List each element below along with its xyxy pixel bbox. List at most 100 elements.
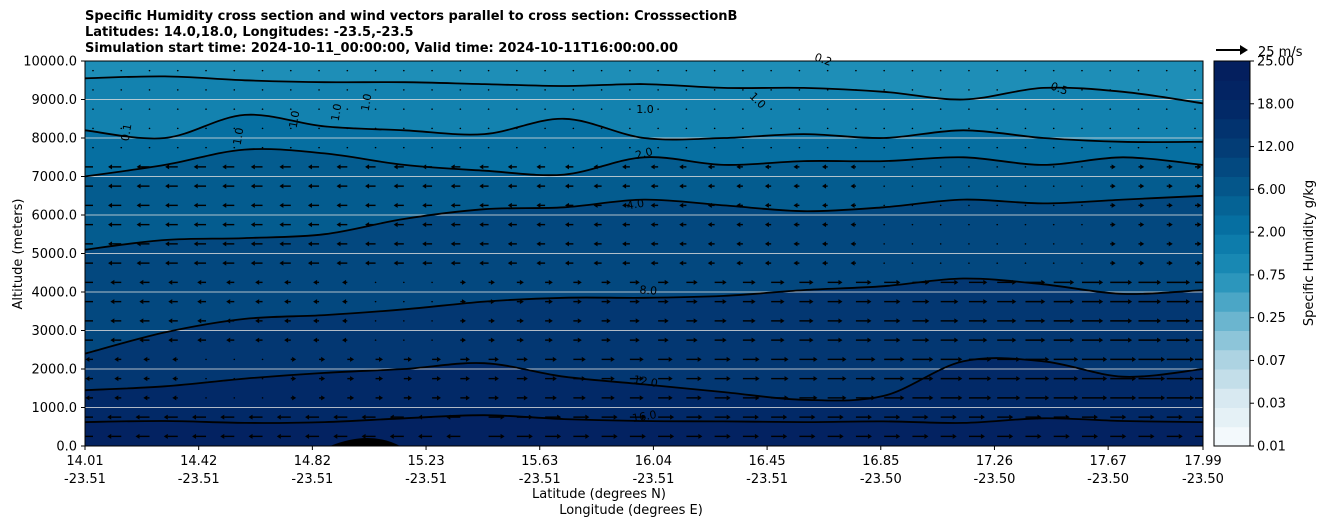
wind-vector-head <box>1197 164 1202 170</box>
wind-vector-head <box>610 356 615 362</box>
wind-vector-head <box>867 433 872 439</box>
contour-label: 0.1 <box>119 123 135 142</box>
wind-vector-head <box>925 337 930 343</box>
wind-vector-head <box>136 222 141 228</box>
wind-vector-head <box>722 318 727 324</box>
wind-vector-head <box>250 202 255 208</box>
wind-vector-head <box>393 164 398 170</box>
wind-vector-head <box>276 433 281 439</box>
wind-vector-head <box>639 395 644 401</box>
contour-label: 1.0 <box>359 93 375 112</box>
wind-vector <box>374 300 377 303</box>
wind-vector <box>1052 166 1055 168</box>
wind-vector-head <box>850 260 855 266</box>
wind-vector <box>233 69 236 72</box>
wind-vector-head <box>365 241 370 247</box>
wind-vector <box>459 127 462 130</box>
wind-vector-head <box>197 279 202 285</box>
wind-vector <box>1165 69 1168 72</box>
wind-vector <box>148 89 151 91</box>
wind-vector-head <box>751 318 756 324</box>
wind-vector-head <box>1111 222 1116 228</box>
wind-vector-head <box>650 222 655 228</box>
wind-vector-head <box>896 433 901 439</box>
wind-vector <box>205 89 207 91</box>
wind-vector-head <box>793 241 798 247</box>
wind-vector-head <box>165 202 170 208</box>
wind-vector-head <box>192 433 197 439</box>
wind-vector-head <box>1190 395 1195 401</box>
wind-vector-head <box>952 414 957 420</box>
wind-vector-head <box>1045 376 1050 382</box>
wind-vector-head <box>925 299 930 305</box>
wind-vector-head <box>1168 222 1173 228</box>
wind-vector-head <box>172 395 177 401</box>
wind-vector-head <box>664 318 669 324</box>
wind-vector-head <box>809 318 814 324</box>
wind-vector-head <box>793 183 798 189</box>
wind-vector-head <box>79 222 83 227</box>
wind-vector-head <box>248 433 253 439</box>
wind-vector <box>1024 204 1027 207</box>
x-tick-lon: -23.50 <box>1087 472 1129 487</box>
colorbar-tick-label: 0.03 <box>1257 397 1286 412</box>
wind-vector-head <box>465 395 470 401</box>
wind-vector-head <box>754 433 759 439</box>
wind-vector <box>685 146 688 149</box>
x-tick-lon: -23.51 <box>64 472 106 487</box>
wind-vector-head <box>507 183 512 189</box>
wind-vector <box>996 243 999 245</box>
wind-vector <box>92 89 94 91</box>
wind-vector-head <box>1186 337 1191 343</box>
wind-vector <box>713 146 716 149</box>
wind-vector-head <box>226 279 231 285</box>
wind-vector-head <box>365 260 370 266</box>
colorbar-level <box>1214 253 1250 274</box>
wind-vector-head <box>707 241 712 247</box>
wind-vector <box>968 204 970 207</box>
wind-vector-head <box>1197 183 1202 189</box>
wind-vector-head <box>1045 395 1050 401</box>
wind-vector-head <box>842 356 847 362</box>
wind-vector <box>487 69 490 72</box>
wind-vector-head <box>813 376 818 382</box>
wind-vector <box>968 243 970 245</box>
wind-vector-head <box>279 260 284 266</box>
colorbar-label: Specific Humidity g/kg <box>1302 180 1317 326</box>
wind-vector <box>657 108 659 110</box>
wind-vector-head <box>110 279 115 285</box>
wind-vector-head <box>754 414 759 420</box>
wind-vector <box>855 146 857 149</box>
wind-vector-head <box>1103 356 1108 362</box>
wind-vector <box>855 127 857 130</box>
wind-vector-head <box>313 299 318 305</box>
wind-vector <box>657 69 659 72</box>
wind-vector-head <box>1111 183 1116 189</box>
wind-vector-head <box>479 202 484 208</box>
wind-vector-head <box>365 183 370 189</box>
wind-vector-head <box>668 356 673 362</box>
wind-vector-head <box>321 395 326 401</box>
wind-vector <box>911 223 914 226</box>
wind-vector-head <box>693 337 698 343</box>
wind-vector-head <box>1190 356 1195 362</box>
wind-vector-head <box>292 356 297 362</box>
wind-vector <box>431 146 433 149</box>
wind-vector-head <box>622 222 627 228</box>
wind-vector-head <box>736 241 741 247</box>
wind-vector <box>431 108 433 110</box>
wind-vector-head <box>1111 241 1116 247</box>
wind-vector-head <box>107 414 112 420</box>
wind-vector-head <box>867 318 872 324</box>
x-tick-lat: 16.45 <box>748 454 785 469</box>
wind-vector-head <box>780 299 785 305</box>
humidity-contours <box>85 75 1203 424</box>
wind-vector-head <box>197 337 202 343</box>
wind-vector <box>572 146 575 149</box>
x-tick-lon: -23.50 <box>1182 472 1224 487</box>
wind-vector-head <box>85 395 90 401</box>
wind-vector <box>148 69 151 72</box>
wind-vector-head <box>350 395 355 401</box>
wind-vector-head <box>593 222 598 228</box>
wind-vector-head <box>79 164 83 169</box>
